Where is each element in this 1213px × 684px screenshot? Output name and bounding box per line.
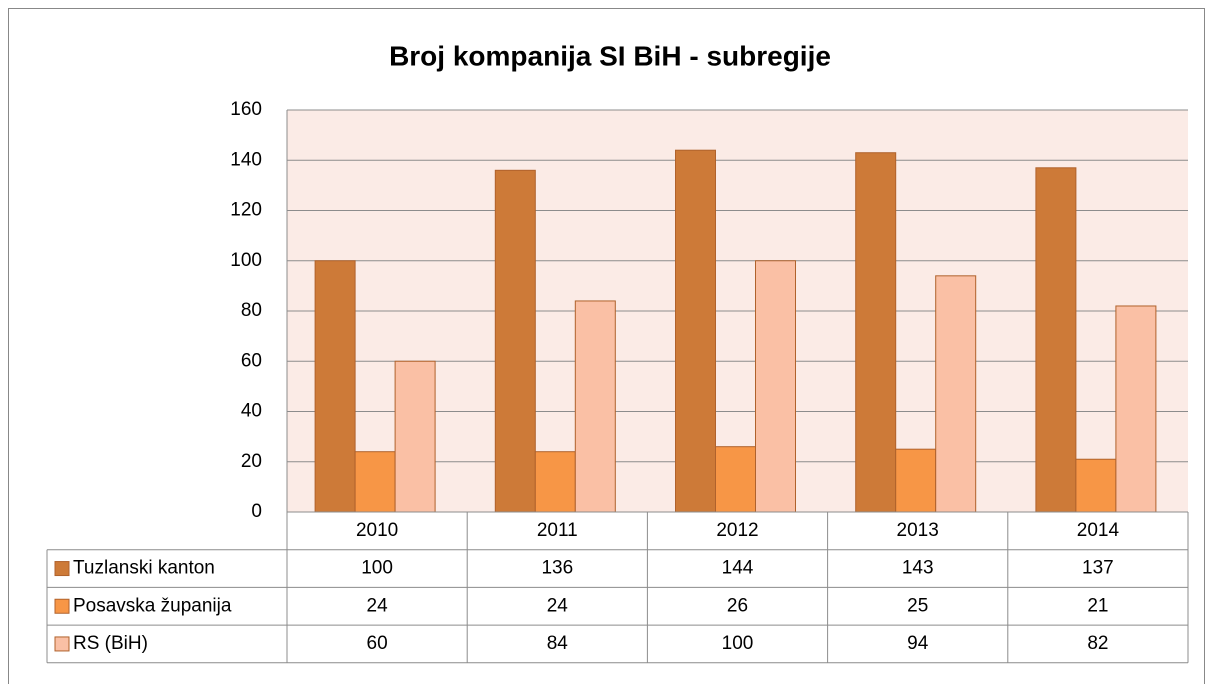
- bar: [1035, 167, 1077, 513]
- bar: [935, 275, 977, 513]
- y-tick-label: 100: [230, 250, 262, 271]
- bar: [755, 260, 796, 513]
- table-value: 82: [1087, 633, 1108, 654]
- bar: [895, 448, 937, 513]
- y-tick-label: 140: [230, 149, 262, 170]
- table-value: 24: [547, 595, 569, 616]
- table-value: 136: [541, 558, 573, 579]
- x-tick-label: 2014: [1077, 520, 1120, 541]
- y-tick-label: 20: [241, 451, 262, 472]
- y-tick-label: 40: [241, 401, 262, 422]
- table-value: 26: [727, 595, 748, 616]
- x-tick-label: 2013: [897, 520, 939, 541]
- table-value: 144: [722, 558, 754, 579]
- bar: [715, 446, 756, 513]
- legend-label: RS (BiH): [73, 633, 148, 654]
- bar: [675, 149, 716, 513]
- bar: [494, 169, 536, 513]
- table-value: 143: [902, 558, 934, 579]
- bar: [534, 451, 576, 513]
- table-value: 24: [367, 595, 389, 616]
- legend-swatch: [54, 561, 70, 577]
- bar: [1115, 305, 1157, 513]
- table-value: 21: [1087, 595, 1108, 616]
- bar: [1075, 458, 1117, 513]
- x-tick-label: 2012: [716, 520, 758, 541]
- table-value: 60: [367, 633, 388, 654]
- table-value: 94: [907, 633, 929, 654]
- legend-label: Tuzlanski kanton: [73, 558, 215, 579]
- table-value: 25: [907, 595, 928, 616]
- bar: [394, 360, 436, 513]
- bar: [314, 260, 356, 513]
- y-tick-label: 0: [251, 501, 262, 522]
- table-value: 137: [1082, 558, 1114, 579]
- legend-swatch: [54, 598, 70, 614]
- table-value: 100: [361, 558, 393, 579]
- x-tick-label: 2011: [537, 520, 578, 541]
- y-tick-label: 60: [241, 350, 262, 371]
- bar: [855, 152, 897, 513]
- y-tick-label: 120: [230, 200, 262, 221]
- bar: [574, 300, 616, 513]
- table-value: 100: [722, 633, 754, 654]
- y-tick-label: 160: [230, 99, 262, 120]
- legend-swatch: [54, 636, 70, 652]
- y-tick-label: 80: [241, 300, 262, 321]
- x-tick-label: 2010: [356, 520, 398, 541]
- table-value: 84: [547, 633, 569, 654]
- chart-title: Broj kompanija SI BiH - subregije: [389, 40, 831, 71]
- bar: [354, 451, 396, 513]
- legend-label: Posavska županija: [73, 595, 232, 616]
